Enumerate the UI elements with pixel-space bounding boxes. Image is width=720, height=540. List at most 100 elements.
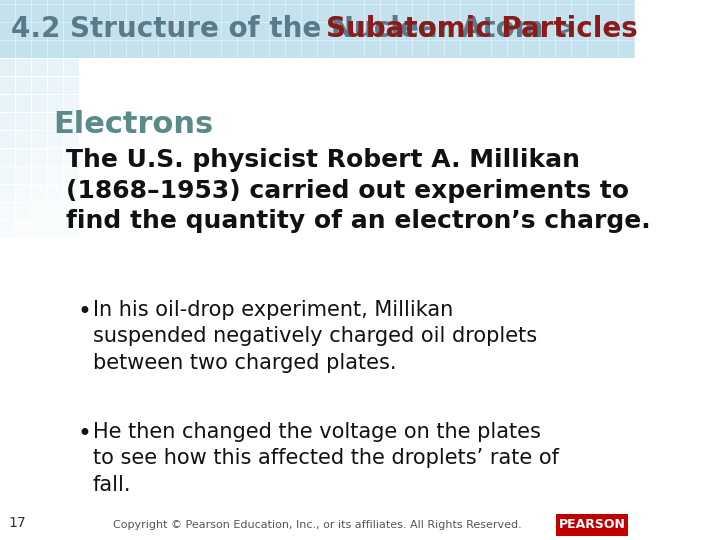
Bar <box>461 5 475 22</box>
Bar <box>397 0 412 4</box>
Bar <box>175 23 189 40</box>
Text: 17: 17 <box>9 516 27 530</box>
Bar <box>48 221 63 238</box>
Bar <box>32 113 47 130</box>
Bar <box>63 41 78 58</box>
Bar <box>191 0 206 4</box>
Bar <box>477 5 492 22</box>
Bar <box>48 41 63 58</box>
Bar <box>32 95 47 112</box>
Bar <box>413 23 428 40</box>
Bar <box>79 0 94 4</box>
Text: PEARSON: PEARSON <box>559 518 626 531</box>
Bar <box>413 0 428 4</box>
Bar <box>365 0 380 4</box>
Bar <box>603 0 618 4</box>
Bar <box>349 0 364 4</box>
Bar <box>0 59 15 76</box>
Bar <box>79 5 94 22</box>
Bar <box>318 23 333 40</box>
Bar <box>349 41 364 58</box>
Bar <box>619 5 634 22</box>
Text: He then changed the voltage on the plates
to see how this affected the droplets’: He then changed the voltage on the plate… <box>93 422 559 495</box>
Bar <box>635 41 650 58</box>
Bar <box>508 41 523 58</box>
Bar <box>16 203 31 220</box>
Bar <box>477 41 492 58</box>
Bar <box>540 0 555 4</box>
Bar <box>222 23 238 40</box>
Bar <box>0 149 15 166</box>
Bar <box>333 0 348 4</box>
Bar <box>0 95 15 112</box>
Bar <box>0 131 15 148</box>
Bar <box>492 41 508 58</box>
Bar <box>159 23 174 40</box>
Text: The U.S. physicist Robert A. Millikan
(1868–1953) carried out experiments to
fin: The U.S. physicist Robert A. Millikan (1… <box>66 148 651 233</box>
Bar <box>111 0 126 4</box>
Bar <box>461 23 475 40</box>
Bar <box>635 23 650 40</box>
Text: Electrons: Electrons <box>53 110 213 139</box>
Bar <box>222 0 238 4</box>
Bar <box>48 59 63 76</box>
Bar <box>63 77 78 94</box>
Bar <box>286 5 301 22</box>
Bar <box>524 5 539 22</box>
Bar <box>63 5 78 22</box>
Bar <box>524 23 539 40</box>
Bar <box>63 0 78 4</box>
Bar <box>0 185 15 202</box>
Bar <box>0 23 15 40</box>
Text: •: • <box>78 422 91 446</box>
Bar <box>63 167 78 184</box>
Bar <box>95 41 110 58</box>
Bar <box>397 5 412 22</box>
Bar <box>619 41 634 58</box>
Bar <box>508 0 523 4</box>
Bar <box>254 41 269 58</box>
Bar <box>127 0 142 4</box>
Bar <box>159 0 174 4</box>
Bar <box>0 0 15 4</box>
Bar <box>572 5 587 22</box>
Bar <box>0 167 15 184</box>
Bar <box>286 0 301 4</box>
Bar <box>111 23 126 40</box>
Bar <box>48 113 63 130</box>
Bar <box>302 23 317 40</box>
Bar <box>445 41 459 58</box>
Bar <box>191 23 206 40</box>
Bar <box>349 5 364 22</box>
Bar <box>191 41 206 58</box>
Bar <box>302 0 317 4</box>
Bar <box>381 41 396 58</box>
Bar <box>0 77 15 94</box>
Bar <box>63 95 78 112</box>
Bar <box>48 167 63 184</box>
Bar <box>461 41 475 58</box>
Bar <box>63 149 78 166</box>
Bar <box>207 0 222 4</box>
Bar <box>175 41 189 58</box>
Bar <box>32 23 47 40</box>
Bar <box>365 41 380 58</box>
Bar <box>492 23 508 40</box>
Bar <box>32 59 47 76</box>
Bar <box>48 95 63 112</box>
Bar <box>0 221 15 238</box>
Bar <box>95 0 110 4</box>
FancyBboxPatch shape <box>0 0 635 58</box>
Bar <box>365 5 380 22</box>
Bar <box>619 23 634 40</box>
Bar <box>63 185 78 202</box>
Bar <box>492 5 508 22</box>
Bar <box>32 77 47 94</box>
Bar <box>16 59 31 76</box>
Bar <box>445 23 459 40</box>
Bar <box>48 5 63 22</box>
Bar <box>95 23 110 40</box>
Bar <box>461 0 475 4</box>
Bar <box>492 0 508 4</box>
Bar <box>63 113 78 130</box>
